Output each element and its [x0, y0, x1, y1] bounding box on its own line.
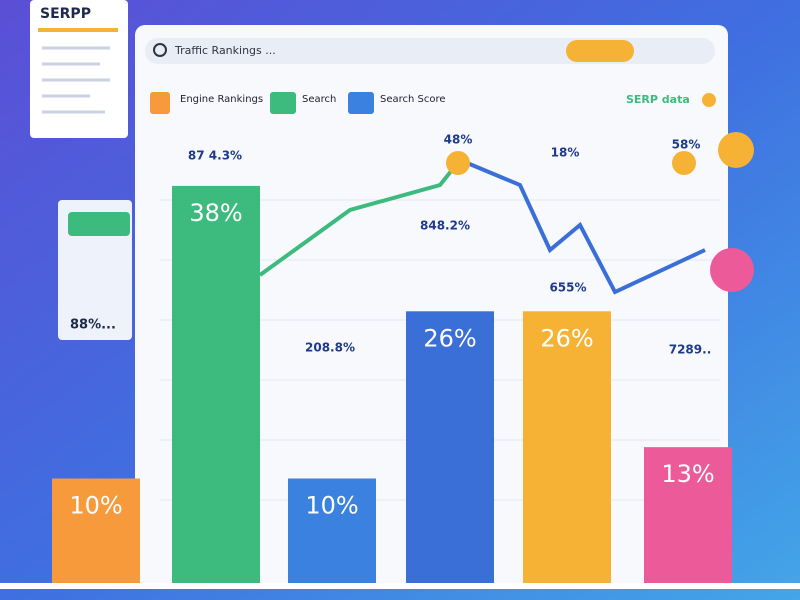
trend-point — [672, 151, 696, 175]
annotation: 208.8% — [305, 341, 355, 355]
bar-label: 10% — [69, 492, 122, 520]
decor-circle — [710, 248, 754, 292]
legend-label: Engine Rankings — [180, 94, 263, 105]
annotation: 58% — [672, 138, 701, 152]
search-text: Traffic Rankings ... — [174, 44, 276, 57]
bar — [523, 311, 611, 583]
bar-label: 13% — [661, 460, 714, 488]
legend-icon — [270, 92, 296, 114]
legend-icon — [348, 92, 374, 114]
legend-label: Search Score — [380, 94, 446, 105]
baseline — [0, 583, 800, 589]
badge: SERP data — [626, 93, 690, 106]
side-card-chip — [68, 212, 130, 236]
bar — [644, 447, 732, 583]
logo: SERPP — [40, 6, 91, 22]
bar — [288, 478, 376, 583]
trend-point — [446, 151, 470, 175]
legend-icon — [150, 92, 170, 114]
bar-label: 26% — [423, 324, 476, 352]
logo-underline — [38, 28, 118, 32]
annotation: 848.2% — [420, 219, 470, 233]
trend-line — [459, 158, 706, 295]
annotation: 655% — [549, 281, 586, 295]
card-lines — [42, 46, 110, 114]
search-icon — [153, 43, 167, 57]
legend-label: Search — [302, 94, 336, 105]
annotation: 48% — [444, 133, 473, 147]
trend-line — [258, 158, 462, 277]
bar — [52, 478, 140, 583]
annotation: 7289.. — [669, 343, 712, 357]
bar — [172, 185, 260, 583]
decor-circle — [718, 132, 754, 168]
bar-label: 38% — [189, 199, 242, 227]
badge-dot — [702, 93, 716, 107]
logo-card — [30, 0, 128, 138]
bar-label: 26% — [540, 324, 593, 352]
annotation: 87 4.3% — [188, 149, 242, 163]
bar-label: 10% — [305, 492, 358, 520]
search-button[interactable] — [566, 40, 634, 62]
side-card-value: 88%... — [70, 318, 116, 333]
bar — [406, 311, 494, 583]
annotation: 18% — [551, 146, 580, 160]
